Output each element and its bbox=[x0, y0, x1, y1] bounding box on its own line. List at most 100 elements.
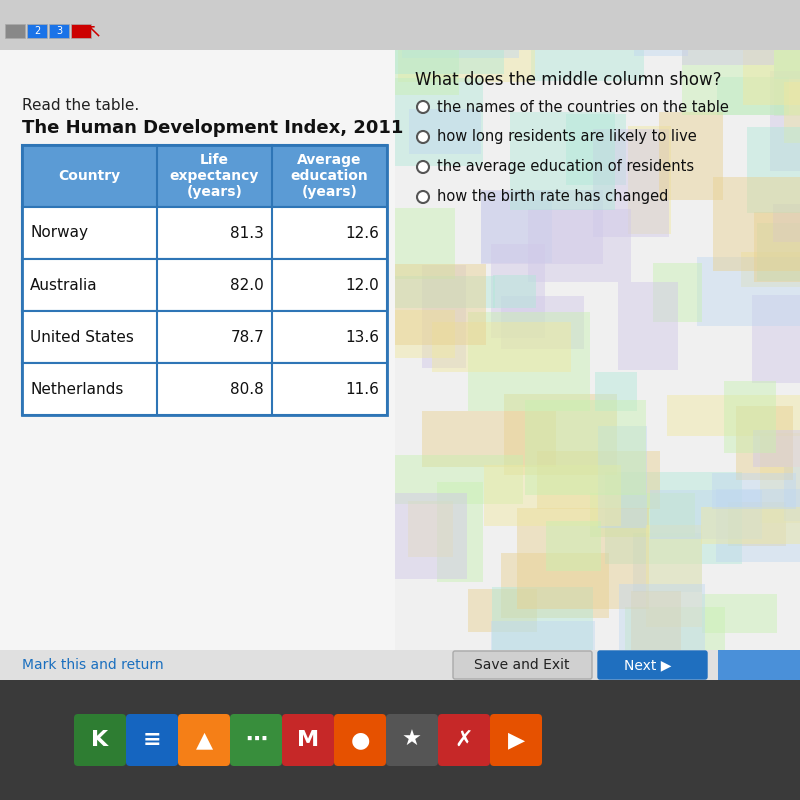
Bar bbox=[659, 112, 722, 200]
Text: the names of the countries on the table: the names of the countries on the table bbox=[437, 99, 729, 114]
Bar bbox=[422, 266, 466, 368]
Text: 80.8: 80.8 bbox=[230, 382, 264, 397]
Bar bbox=[605, 471, 742, 563]
Bar bbox=[377, 0, 459, 95]
Bar bbox=[484, 465, 622, 526]
Bar bbox=[468, 312, 590, 411]
Bar bbox=[715, 490, 800, 562]
Text: ⋯: ⋯ bbox=[245, 730, 267, 750]
Bar bbox=[468, 589, 538, 631]
Bar bbox=[71, 24, 91, 38]
Bar bbox=[0, 50, 395, 680]
Bar bbox=[510, 112, 615, 210]
Text: Australia: Australia bbox=[30, 278, 98, 293]
Text: 12.6: 12.6 bbox=[345, 226, 379, 241]
Text: United States: United States bbox=[30, 330, 134, 345]
Circle shape bbox=[417, 191, 429, 203]
Bar bbox=[774, 13, 800, 116]
Bar bbox=[682, 10, 774, 66]
Circle shape bbox=[417, 161, 429, 173]
Text: 3: 3 bbox=[56, 26, 62, 36]
Bar bbox=[724, 382, 777, 453]
Text: ●: ● bbox=[350, 730, 370, 750]
Bar bbox=[743, 34, 800, 105]
Bar bbox=[381, 0, 505, 74]
Text: Life
expectancy
(years): Life expectancy (years) bbox=[170, 153, 259, 199]
FancyBboxPatch shape bbox=[598, 651, 707, 679]
Bar bbox=[712, 473, 796, 510]
Bar bbox=[784, 467, 800, 522]
Bar bbox=[682, 22, 800, 115]
Bar bbox=[49, 24, 69, 38]
FancyBboxPatch shape bbox=[453, 651, 592, 679]
Bar bbox=[736, 406, 793, 480]
FancyBboxPatch shape bbox=[490, 714, 542, 766]
Bar bbox=[667, 395, 800, 436]
Text: ≡: ≡ bbox=[142, 730, 162, 750]
Bar bbox=[546, 521, 602, 571]
Bar bbox=[629, 126, 670, 234]
Bar bbox=[0, 50, 800, 680]
Text: Netherlands: Netherlands bbox=[30, 382, 123, 397]
Bar bbox=[653, 262, 702, 322]
Bar bbox=[770, 71, 800, 171]
FancyBboxPatch shape bbox=[126, 714, 178, 766]
Text: Average
education
(years): Average education (years) bbox=[290, 153, 368, 199]
Bar bbox=[774, 19, 800, 79]
Bar bbox=[0, 680, 800, 800]
Text: 13.6: 13.6 bbox=[345, 330, 379, 345]
Bar bbox=[22, 311, 387, 363]
FancyBboxPatch shape bbox=[74, 714, 126, 766]
Text: 2: 2 bbox=[34, 26, 40, 36]
Text: how long residents are likely to live: how long residents are likely to live bbox=[437, 130, 697, 145]
Bar bbox=[751, 295, 800, 382]
Bar bbox=[408, 501, 453, 557]
Bar bbox=[714, 177, 800, 270]
Bar bbox=[634, 0, 689, 56]
FancyBboxPatch shape bbox=[438, 714, 490, 766]
Text: 12.0: 12.0 bbox=[346, 278, 379, 293]
Bar bbox=[625, 607, 726, 650]
Text: 81.3: 81.3 bbox=[230, 226, 264, 241]
Bar bbox=[387, 277, 495, 308]
Bar bbox=[773, 204, 800, 242]
Text: K: K bbox=[91, 730, 109, 750]
Bar bbox=[22, 363, 387, 415]
Bar bbox=[501, 554, 610, 618]
Bar bbox=[0, 0, 800, 50]
Bar bbox=[528, 209, 631, 282]
Text: The Human Development Index, 2011: The Human Development Index, 2011 bbox=[22, 119, 403, 137]
Bar bbox=[501, 296, 584, 350]
Bar bbox=[590, 494, 694, 538]
Bar bbox=[422, 411, 556, 467]
Bar bbox=[27, 24, 47, 38]
Bar bbox=[398, 0, 534, 82]
FancyBboxPatch shape bbox=[334, 714, 386, 766]
FancyBboxPatch shape bbox=[230, 714, 282, 766]
Bar bbox=[760, 433, 800, 523]
Bar bbox=[525, 400, 646, 495]
Bar bbox=[697, 257, 800, 326]
Bar bbox=[372, 494, 467, 578]
Bar bbox=[517, 508, 649, 609]
Bar bbox=[747, 127, 800, 214]
Bar bbox=[717, 77, 789, 115]
FancyBboxPatch shape bbox=[178, 714, 230, 766]
Bar bbox=[784, 82, 800, 142]
Text: 11.6: 11.6 bbox=[345, 382, 379, 397]
Bar bbox=[392, 264, 486, 346]
Bar bbox=[598, 426, 647, 528]
FancyBboxPatch shape bbox=[282, 714, 334, 766]
Bar bbox=[630, 591, 681, 674]
Bar bbox=[493, 586, 594, 657]
Text: ★: ★ bbox=[402, 730, 422, 750]
Bar bbox=[22, 145, 387, 415]
Text: Country: Country bbox=[58, 169, 121, 183]
Text: Next ▶: Next ▶ bbox=[624, 658, 672, 672]
Bar bbox=[754, 212, 800, 282]
Bar bbox=[753, 430, 800, 467]
Bar bbox=[594, 372, 638, 410]
Bar bbox=[618, 584, 706, 658]
Bar bbox=[22, 259, 387, 311]
Bar bbox=[537, 450, 660, 509]
